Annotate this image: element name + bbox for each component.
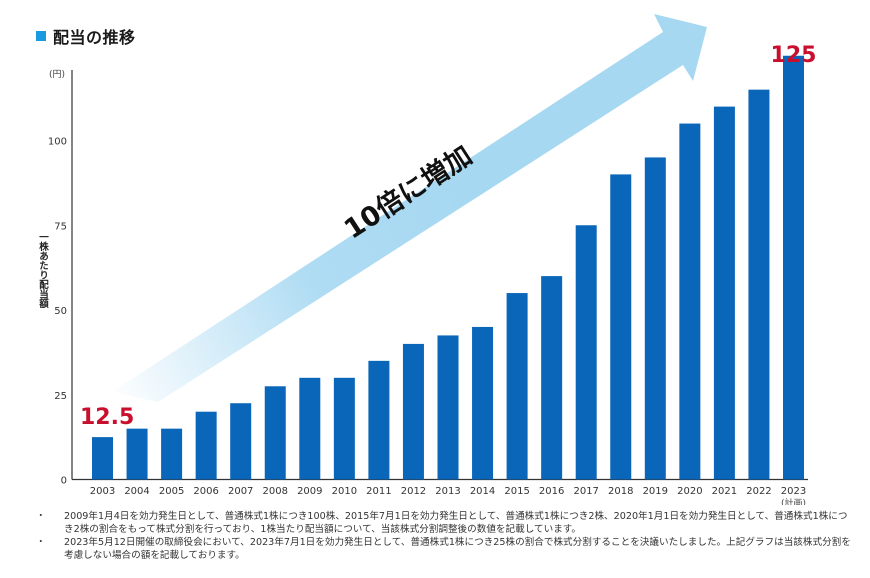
x-tick-label: 2012 bbox=[401, 486, 426, 497]
bar-2012 bbox=[402, 343, 424, 480]
bar-2010 bbox=[333, 377, 355, 480]
x-tick-label: 2003 bbox=[90, 486, 115, 497]
x-tick-label: 2009 bbox=[297, 486, 322, 497]
footnote-1: ・ 2009年1月4日を効力発生日として、普通株式1株につき100株、2015年… bbox=[36, 510, 856, 536]
bar-2022 bbox=[748, 89, 770, 480]
y-tick-label: 25 bbox=[54, 391, 67, 402]
bar-2013 bbox=[437, 335, 459, 480]
bar-2021 bbox=[713, 106, 735, 480]
x-tick-label: 2020 bbox=[677, 486, 702, 497]
x-tick-label: 2014 bbox=[470, 486, 495, 497]
bar-2008 bbox=[264, 386, 286, 480]
bar-2009 bbox=[299, 377, 321, 480]
y-unit-label: (円) bbox=[49, 69, 65, 80]
y-tick-label: 100 bbox=[48, 137, 67, 148]
x-tick-label: 2018 bbox=[608, 486, 633, 497]
y-tick-label: 75 bbox=[54, 221, 67, 232]
start-value-label: 12.5 bbox=[80, 405, 134, 430]
bar-2004 bbox=[126, 428, 148, 480]
footnotes: ・ 2009年1月4日を効力発生日として、普通株式1株につき100株、2015年… bbox=[36, 510, 856, 562]
bar-2003 bbox=[92, 437, 113, 480]
x-tick-label: 2017 bbox=[573, 486, 598, 497]
x-tick-label: 2015 bbox=[504, 486, 529, 497]
x-tick-sublabel: (計画) bbox=[781, 497, 806, 505]
x-tick-label: 2008 bbox=[263, 486, 288, 497]
y-tick-label: 0 bbox=[61, 476, 67, 487]
bar-2014 bbox=[472, 326, 494, 480]
x-tick-label: 2016 bbox=[539, 486, 564, 497]
footnote-text: 2023年5月12日開催の取締役会において、2023年7月1日を効力発生日として… bbox=[64, 537, 851, 561]
bar-2011 bbox=[368, 360, 390, 480]
x-tick-label: 2022 bbox=[746, 486, 771, 497]
footnote-bullet: ・ bbox=[36, 511, 46, 522]
x-tick-label: 2004 bbox=[124, 486, 149, 497]
x-tick-label: 2023 bbox=[781, 486, 806, 497]
chart-labels: 2003 2004 2005 2006 2007 2008 2009 2010 2011 2012… bbox=[80, 43, 816, 505]
x-tick-label: 2013 bbox=[435, 486, 460, 497]
bar-2019 bbox=[644, 157, 666, 480]
x-tick-label: 2021 bbox=[712, 486, 737, 497]
bar-2016 bbox=[541, 276, 563, 480]
bar-2023 bbox=[783, 55, 804, 480]
end-value-label: 125 bbox=[771, 43, 817, 68]
bar-2020 bbox=[679, 123, 701, 480]
x-tick-label: 2011 bbox=[366, 486, 391, 497]
bar-2017 bbox=[575, 225, 597, 480]
bar-2007 bbox=[230, 403, 252, 480]
chart-title: 配当の推移 bbox=[36, 24, 136, 48]
x-tick-label: 2006 bbox=[193, 486, 218, 497]
bar-2018 bbox=[610, 174, 632, 480]
chart-bars bbox=[92, 55, 804, 480]
footnote-text: 2009年1月4日を効力発生日として、普通株式1株につき100株、2015年7月… bbox=[64, 511, 848, 535]
footnote-2: ・ 2023年5月12日開催の取締役会において、2023年7月1日を効力発生日と… bbox=[36, 536, 856, 562]
x-tick-label: 2019 bbox=[643, 486, 668, 497]
footnote-bullet: ・ bbox=[36, 537, 46, 548]
x-tick-label: 2007 bbox=[228, 486, 253, 497]
x-tick-label: 2005 bbox=[159, 486, 184, 497]
y-axis-label: 一株あたり配当額 bbox=[37, 232, 48, 308]
y-tick-label: 50 bbox=[54, 306, 67, 317]
bar-2005 bbox=[161, 428, 183, 480]
x-tick-label: 2010 bbox=[332, 486, 357, 497]
title-marker-icon bbox=[36, 31, 46, 41]
bar-2015 bbox=[506, 293, 528, 480]
chart-title-text: 配当の推移 bbox=[53, 28, 136, 47]
bar-2006 bbox=[195, 411, 217, 480]
